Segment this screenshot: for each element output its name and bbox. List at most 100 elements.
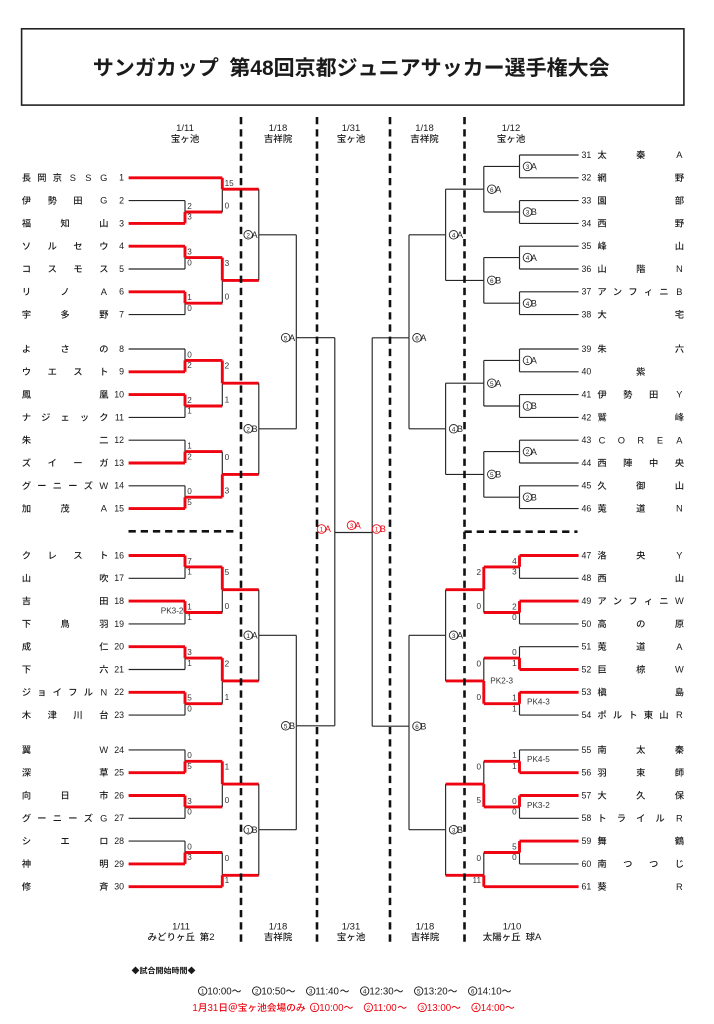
svg-text:A: A — [676, 642, 683, 652]
svg-text:5: 5 — [512, 842, 517, 851]
svg-text:2: 2 — [225, 362, 230, 371]
svg-text:0: 0 — [476, 763, 481, 772]
svg-text:A: A — [495, 184, 501, 194]
svg-text:B: B — [495, 470, 501, 480]
svg-text:PK2-3: PK2-3 — [490, 676, 513, 685]
svg-text:2: 2 — [187, 396, 192, 405]
svg-text:24: 24 — [114, 745, 124, 755]
svg-text:1: 1 — [512, 762, 517, 771]
svg-text:3: 3 — [187, 213, 192, 222]
svg-text:16: 16 — [114, 550, 124, 560]
svg-text:1: 1 — [225, 763, 230, 772]
svg-text:1/10: 1/10 — [503, 922, 522, 933]
svg-text:15: 15 — [114, 504, 124, 514]
svg-text:1: 1 — [320, 527, 324, 534]
svg-text:21: 21 — [114, 664, 124, 674]
svg-text:0: 0 — [512, 648, 517, 657]
svg-text:5: 5 — [119, 264, 124, 274]
svg-text:A: A — [676, 150, 683, 160]
svg-text:31: 31 — [582, 150, 592, 160]
svg-text:G: G — [100, 173, 107, 183]
svg-text:9: 9 — [119, 367, 124, 377]
svg-text:B: B — [495, 276, 501, 286]
svg-text:0: 0 — [225, 796, 230, 805]
svg-text:53: 53 — [582, 687, 592, 697]
svg-text:52: 52 — [582, 664, 592, 674]
svg-text:A: A — [457, 230, 463, 240]
svg-text:12:30: 12:30 — [369, 987, 394, 998]
svg-text:3: 3 — [526, 164, 530, 171]
svg-text:B: B — [531, 401, 537, 411]
svg-text:2: 2 — [187, 452, 192, 461]
svg-text:1: 1 — [526, 404, 530, 411]
svg-text:1: 1 — [512, 751, 517, 760]
svg-text:5: 5 — [476, 796, 481, 805]
svg-text:W: W — [99, 481, 108, 491]
svg-text:2: 2 — [526, 495, 530, 502]
svg-text:1: 1 — [313, 1005, 317, 1012]
svg-text:2: 2 — [225, 659, 230, 668]
svg-text:3: 3 — [452, 827, 456, 834]
svg-text:3: 3 — [187, 797, 192, 806]
svg-text:B: B — [676, 287, 682, 297]
svg-text:6: 6 — [490, 187, 494, 194]
svg-text:0: 0 — [187, 751, 192, 760]
svg-text:5: 5 — [187, 498, 192, 507]
svg-text:25: 25 — [114, 768, 124, 778]
svg-text:1: 1 — [187, 442, 192, 451]
svg-text:W: W — [675, 596, 684, 606]
svg-text:38: 38 — [582, 310, 592, 320]
svg-text:33: 33 — [582, 196, 592, 206]
svg-text:5: 5 — [284, 723, 288, 730]
svg-text:12: 12 — [114, 435, 124, 445]
svg-text:5: 5 — [490, 472, 494, 479]
svg-text:4: 4 — [526, 301, 530, 308]
svg-text:2: 2 — [187, 202, 192, 211]
svg-text:0: 0 — [187, 842, 192, 851]
svg-text:0: 0 — [512, 853, 517, 862]
svg-text:1: 1 — [192, 1003, 197, 1014]
svg-text:1/18: 1/18 — [416, 922, 435, 933]
svg-text:1: 1 — [246, 633, 250, 640]
svg-text:B: B — [380, 524, 386, 534]
svg-text:0: 0 — [225, 453, 230, 462]
svg-text:B: B — [252, 825, 258, 835]
svg-text:19: 19 — [114, 619, 124, 629]
svg-text:C: C — [599, 435, 606, 445]
svg-text:2: 2 — [246, 426, 250, 433]
svg-text:6: 6 — [471, 989, 475, 996]
svg-text:1: 1 — [225, 876, 230, 885]
svg-text:8: 8 — [119, 344, 124, 354]
svg-text:26: 26 — [114, 790, 124, 800]
svg-text:20: 20 — [114, 642, 124, 652]
svg-text:0: 0 — [187, 487, 192, 496]
svg-text:W: W — [99, 745, 108, 755]
svg-text:2: 2 — [367, 1005, 371, 1012]
svg-text:1: 1 — [187, 293, 192, 302]
svg-text:B: B — [531, 207, 537, 217]
svg-text:32: 32 — [582, 173, 592, 183]
svg-text:30: 30 — [114, 882, 124, 892]
svg-text:2: 2 — [246, 232, 250, 239]
svg-text:1: 1 — [201, 989, 205, 996]
svg-text:PK3-2: PK3-2 — [161, 607, 184, 616]
svg-text:0: 0 — [187, 350, 192, 359]
svg-text:1/11: 1/11 — [172, 922, 190, 933]
svg-text:4: 4 — [363, 989, 367, 996]
svg-text:3: 3 — [420, 1005, 424, 1012]
svg-text:S: S — [70, 173, 76, 183]
svg-text:A: A — [457, 631, 463, 641]
svg-text:11: 11 — [473, 876, 482, 885]
svg-text:41: 41 — [582, 390, 592, 400]
svg-text:0: 0 — [512, 797, 517, 806]
svg-text:15: 15 — [225, 179, 235, 188]
svg-text:1/31: 1/31 — [342, 922, 361, 933]
svg-text:48: 48 — [250, 57, 274, 80]
svg-text:N: N — [676, 264, 683, 274]
svg-text:3: 3 — [225, 487, 230, 496]
svg-text:10:00: 10:00 — [207, 987, 232, 998]
svg-text:4: 4 — [474, 1005, 478, 1012]
svg-text:58: 58 — [582, 813, 592, 823]
svg-text:11:40: 11:40 — [315, 987, 339, 998]
svg-text:0: 0 — [512, 808, 517, 817]
